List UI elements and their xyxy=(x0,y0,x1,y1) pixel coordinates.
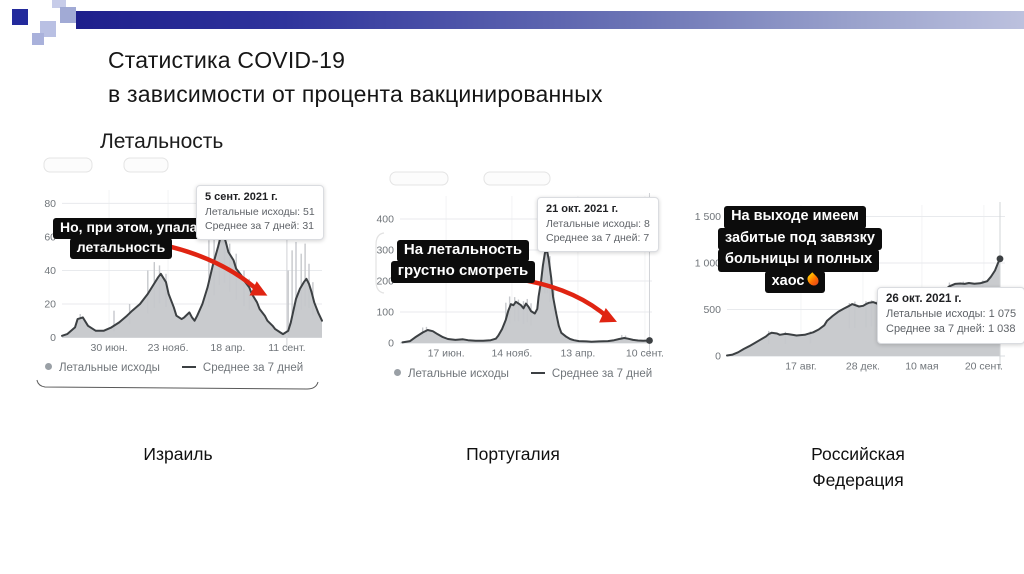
tooltip-date: 5 сент. 2021 г. xyxy=(205,191,278,203)
avg-line xyxy=(401,249,651,344)
legend-dot-icon xyxy=(394,369,401,376)
x-tick-label: 20 сент. xyxy=(965,361,1003,373)
country-label-russia: Российская Федерация xyxy=(811,444,905,490)
cropped-pill-fragment xyxy=(123,157,169,173)
slide-subtitle: Летальность xyxy=(100,130,224,153)
deco-square-light-top xyxy=(52,0,66,8)
callout-line-text: хаос xyxy=(771,272,805,289)
x-tick-label: 18 апр. xyxy=(210,342,245,354)
x-tick-label: 30 июн. xyxy=(91,342,128,354)
legend-label: Среднее за 7 дней xyxy=(551,368,653,380)
cropped-pill-fragment xyxy=(389,171,449,186)
y-tick-label: 0 xyxy=(388,338,394,350)
y-tick-label: 100 xyxy=(376,306,394,318)
tooltip-row: Среднее за 7 дней: 1 038 xyxy=(886,323,1016,335)
tooltip-portugal: 21 окт. 2021 г. Летальные исходы: 8 Сред… xyxy=(537,197,659,252)
tooltip-israel: 5 сент. 2021 г. Летальные исходы: 51 Сре… xyxy=(196,185,324,240)
deco-square-dark xyxy=(12,9,28,25)
tooltip-date: 21 окт. 2021 г. xyxy=(546,203,619,215)
callout-line: Но, при этом, упала xyxy=(53,218,205,239)
y-tick-label: 300 xyxy=(376,244,394,256)
tooltip-russia: 26 окт. 2021 г. Летальные исходы: 1 075 … xyxy=(877,287,1024,344)
callout-portugal: На летальность грустно смотреть xyxy=(390,240,536,283)
tooltip-row: Летальные исходы: 1 075 xyxy=(886,308,1017,320)
end-dot xyxy=(646,337,653,344)
slide-title-line2: в зависимости от процента вакцинированны… xyxy=(108,81,603,107)
legend-label: Среднее за 7 дней xyxy=(202,362,304,374)
y-tick-label: 20 xyxy=(44,298,56,310)
tooltip-row: Летальные исходы: 8 xyxy=(546,218,650,230)
callout-line: забитые под завязку xyxy=(718,227,882,250)
callout-line: больницы и полных xyxy=(718,249,880,272)
x-tick-label: 11 сент. xyxy=(268,342,305,354)
tooltip-row: Среднее за 7 дней: 31 xyxy=(205,220,315,232)
y-tick-label: 0 xyxy=(715,351,721,363)
trend-arrow-head xyxy=(249,281,268,296)
legend-line-icon xyxy=(530,372,545,374)
area-series xyxy=(62,233,322,338)
deco-square-mid xyxy=(60,7,76,23)
y-tick-label: 1 000 xyxy=(695,258,721,270)
callout-russia: На выходе имеем забитые под завязку боль… xyxy=(718,206,882,293)
y-tick-label: 60 xyxy=(44,231,56,243)
x-tick-label: 28 дек. xyxy=(846,361,880,373)
legend-portugal: Летальные исходы Среднее за 7 дней xyxy=(394,368,652,380)
underline-bracket xyxy=(36,379,319,390)
x-tick-label: 14 нояб. xyxy=(491,348,532,360)
y-tick-label: 200 xyxy=(376,275,394,287)
y-tick-label: 80 xyxy=(44,198,56,210)
x-tick-label: 10 мая xyxy=(905,361,938,373)
callout-line: летальность xyxy=(69,238,173,259)
x-tick-label: 13 апр. xyxy=(560,348,595,360)
trend-arrow xyxy=(168,244,262,294)
country-label-israel: Израиль xyxy=(143,444,213,464)
avg-line xyxy=(726,257,1001,357)
cropped-pill-fragment xyxy=(43,157,93,173)
legend-label: Летальные исходы xyxy=(408,368,509,380)
legend-israel: Летальные исходы Среднее за 7 дней xyxy=(45,362,303,374)
tooltip-row: Среднее за 7 дней: 7 xyxy=(546,232,650,244)
y-tick-label: 500 xyxy=(703,304,721,316)
legend-label: Летальные исходы xyxy=(59,362,160,374)
x-tick-label: 17 июн. xyxy=(428,348,465,360)
callout-line: На летальность xyxy=(396,240,530,262)
callout-line: грустно смотреть xyxy=(390,261,536,283)
slide-title-line1: Статистика COVID-19 xyxy=(108,47,346,73)
trend-arrow xyxy=(525,278,612,321)
x-tick-label: 23 нояб. xyxy=(148,342,189,354)
x-tick-label: 10 сент. xyxy=(626,348,664,360)
legend-line-icon xyxy=(181,366,196,368)
fire-icon xyxy=(805,271,822,288)
y-tick-label: 40 xyxy=(44,265,56,277)
callout-israel: Но, при этом, упала летальность xyxy=(53,218,205,259)
legend-dot-icon xyxy=(45,363,52,370)
tooltip-date: 26 окт. 2021 г. xyxy=(886,293,962,305)
deco-square-light xyxy=(40,21,56,37)
cropped-panel-fragment xyxy=(375,232,385,294)
cropped-pill-fragment xyxy=(483,171,551,186)
country-label-portugal: Португалия xyxy=(466,444,560,464)
callout-line: хаос xyxy=(764,270,826,293)
y-tick-label: 0 xyxy=(50,332,56,344)
area-series xyxy=(402,250,650,343)
callout-line: На выходе имеем xyxy=(724,206,866,229)
trend-arrow-head xyxy=(599,307,617,323)
end-dot xyxy=(996,255,1004,263)
avg-line xyxy=(61,232,323,337)
y-tick-label: 1 500 xyxy=(695,211,721,223)
tooltip-row: Летальные исходы: 51 xyxy=(205,206,315,218)
header-gradient-bar xyxy=(76,11,1024,29)
deco-square-small xyxy=(32,33,44,45)
y-tick-label: 400 xyxy=(376,213,394,225)
x-tick-label: 17 авг. xyxy=(785,361,816,373)
